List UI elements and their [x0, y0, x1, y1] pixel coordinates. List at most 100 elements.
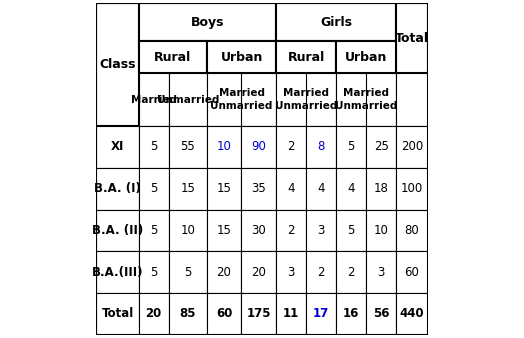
Text: 35: 35 — [251, 182, 266, 195]
Bar — [139, 251, 169, 293]
Text: 440: 440 — [400, 307, 424, 320]
Text: 20: 20 — [146, 307, 162, 320]
Bar — [306, 251, 336, 293]
Bar — [396, 251, 428, 293]
Text: 16: 16 — [343, 307, 359, 320]
Bar — [207, 293, 241, 335]
Bar — [276, 41, 336, 73]
Text: 11: 11 — [283, 307, 299, 320]
Bar — [207, 210, 241, 251]
Text: B.A.(III): B.A.(III) — [92, 266, 143, 279]
Bar — [336, 251, 366, 293]
Bar — [139, 73, 169, 126]
Text: 10: 10 — [216, 141, 232, 153]
Bar — [96, 251, 139, 293]
Text: 85: 85 — [180, 307, 196, 320]
Text: 15: 15 — [180, 182, 195, 195]
Text: 10: 10 — [374, 224, 389, 237]
Bar — [366, 126, 396, 168]
Bar — [276, 210, 306, 251]
Bar — [396, 168, 428, 210]
Bar — [139, 293, 169, 335]
Bar — [96, 293, 139, 335]
Bar — [366, 293, 396, 335]
Text: 100: 100 — [401, 182, 423, 195]
Text: 3: 3 — [377, 266, 385, 279]
Bar — [139, 168, 169, 210]
Bar — [306, 293, 336, 335]
Text: 4: 4 — [347, 182, 355, 195]
Bar — [396, 210, 428, 251]
Text: Urban: Urban — [345, 51, 387, 64]
Bar — [336, 293, 366, 335]
Text: 30: 30 — [251, 224, 266, 237]
Text: 2: 2 — [347, 266, 355, 279]
Text: 15: 15 — [216, 224, 232, 237]
Bar — [336, 210, 366, 251]
Bar — [139, 3, 276, 41]
Text: 10: 10 — [180, 224, 195, 237]
Text: Married: Married — [130, 95, 177, 104]
Text: XI: XI — [111, 141, 124, 153]
Bar — [276, 126, 306, 168]
Text: Total: Total — [101, 307, 134, 320]
Text: 80: 80 — [405, 224, 419, 237]
Text: Boys: Boys — [191, 16, 224, 29]
Bar — [241, 168, 276, 210]
Bar — [169, 293, 207, 335]
Text: Married
Unmarried: Married Unmarried — [211, 88, 273, 111]
Bar — [366, 210, 396, 251]
Bar — [276, 3, 396, 41]
Bar — [96, 3, 139, 126]
Bar — [396, 293, 428, 335]
Bar — [139, 210, 169, 251]
Bar — [139, 41, 207, 73]
Bar — [306, 168, 336, 210]
Bar — [366, 251, 396, 293]
Text: Total: Total — [395, 32, 429, 45]
Text: Rural: Rural — [288, 51, 325, 64]
Text: 175: 175 — [246, 307, 271, 320]
Bar — [276, 251, 306, 293]
Bar — [241, 251, 276, 293]
Bar — [169, 73, 207, 126]
Bar — [396, 73, 428, 126]
Bar — [207, 251, 241, 293]
Bar — [241, 210, 276, 251]
Text: 15: 15 — [216, 182, 232, 195]
Text: 5: 5 — [150, 141, 157, 153]
Text: 5: 5 — [150, 224, 157, 237]
Bar — [207, 168, 241, 210]
Bar — [276, 73, 336, 126]
Bar — [336, 168, 366, 210]
Text: 3: 3 — [288, 266, 295, 279]
Bar — [169, 210, 207, 251]
Text: Girls: Girls — [320, 16, 352, 29]
Text: 4: 4 — [318, 182, 325, 195]
Text: 5: 5 — [347, 141, 355, 153]
Text: B.A. (I): B.A. (I) — [94, 182, 141, 195]
Bar — [169, 251, 207, 293]
Text: 5: 5 — [150, 266, 157, 279]
Text: 20: 20 — [216, 266, 232, 279]
Bar — [276, 168, 306, 210]
Text: Rural: Rural — [154, 51, 191, 64]
Bar — [306, 210, 336, 251]
Text: 56: 56 — [373, 307, 389, 320]
Text: Married
Unmarried: Married Unmarried — [275, 88, 337, 111]
Text: 90: 90 — [251, 141, 266, 153]
Text: 200: 200 — [401, 141, 423, 153]
Text: 8: 8 — [318, 141, 325, 153]
Text: Urban: Urban — [221, 51, 263, 64]
Bar — [276, 293, 306, 335]
Bar — [336, 73, 396, 126]
Bar — [139, 126, 169, 168]
Text: Class: Class — [99, 58, 136, 71]
Text: B.A. (II): B.A. (II) — [92, 224, 143, 237]
Text: 3: 3 — [318, 224, 325, 237]
Text: 5: 5 — [184, 266, 192, 279]
Text: 17: 17 — [313, 307, 329, 320]
Text: 2: 2 — [288, 141, 295, 153]
Text: 20: 20 — [251, 266, 266, 279]
Text: 25: 25 — [374, 141, 389, 153]
